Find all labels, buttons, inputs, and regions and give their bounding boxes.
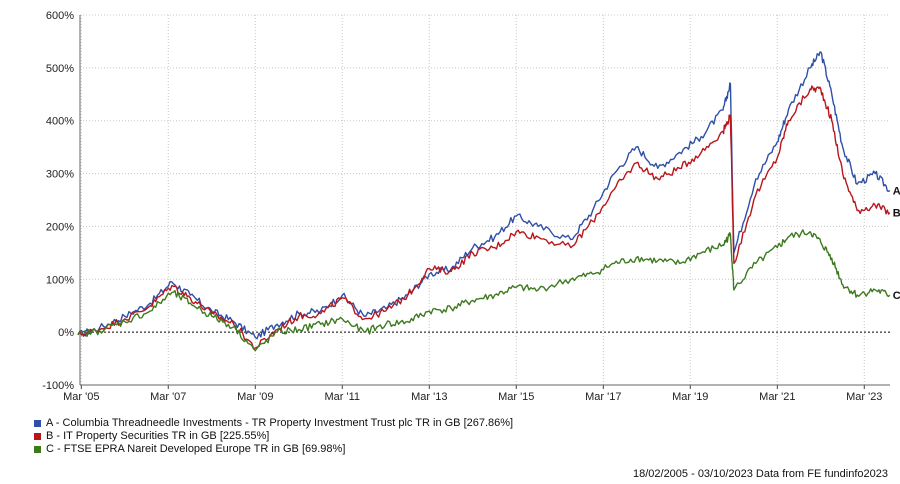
legend-swatch-a [34,420,41,427]
y-tick-label: 400% [46,116,74,128]
series-end-label-b: B [893,208,900,220]
y-tick-label: 500% [46,63,74,75]
chart-end-labels: AB C [893,185,900,302]
x-tick-label: Mar '21 [759,391,795,403]
series-end-label-a: A [893,185,900,197]
legend-item-a: A - Columbia Threadneedle Investments - … [34,417,513,430]
series-line-c [77,229,891,352]
x-tick-label: Mar '19 [672,391,708,403]
y-tick-label: 600% [46,10,74,22]
x-tick-label: Mar '09 [237,391,273,403]
legend-item-c: C - FTSE EPRA Nareit Developed Europe TR… [34,443,513,456]
y-tick-label: -100% [42,380,74,392]
x-tick-label: Mar '15 [498,391,534,403]
series-line-a [77,51,891,340]
y-tick-label: 0% [58,327,74,339]
chart-footer: 18/02/2005 - 03/10/2023 Data from FE fun… [632,468,888,480]
chart-axes: -100% 0% 100% 200% 300% 400% 500% 600% Mar '05 Ma… [42,10,890,403]
x-tick-label: Mar '11 [324,391,360,403]
line-chart: -100% 0% 100% 200% 300% 400% 500% 600% Mar '05 Ma… [42,10,900,403]
legend-label-b: B - IT Property Securities TR in GB [225… [46,430,270,442]
chart-grid [80,14,890,386]
x-tick-label: Mar '13 [411,391,447,403]
x-tick-label: Mar '23 [846,391,882,403]
y-tick-label: 200% [46,221,74,233]
series-end-label-c: C [893,290,900,302]
x-tick-label: Mar '07 [150,391,186,403]
legend-item-b: B - IT Property Securities TR in GB [225… [34,430,513,443]
legend-swatch-c [34,446,41,453]
chart-legend: A - Columbia Threadneedle Investments - … [34,417,513,456]
chart-series [77,51,891,352]
legend-swatch-b [34,433,41,440]
legend-label-a: A - Columbia Threadneedle Investments - … [46,417,514,429]
x-tick-label: Mar '05 [63,391,99,403]
x-tick-label: Mar '17 [585,391,621,403]
legend-label-c: C - FTSE EPRA Nareit Developed Europe TR… [46,443,346,455]
y-tick-label: 300% [46,169,74,181]
series-line-b [77,85,891,350]
y-tick-label: 100% [46,274,74,286]
